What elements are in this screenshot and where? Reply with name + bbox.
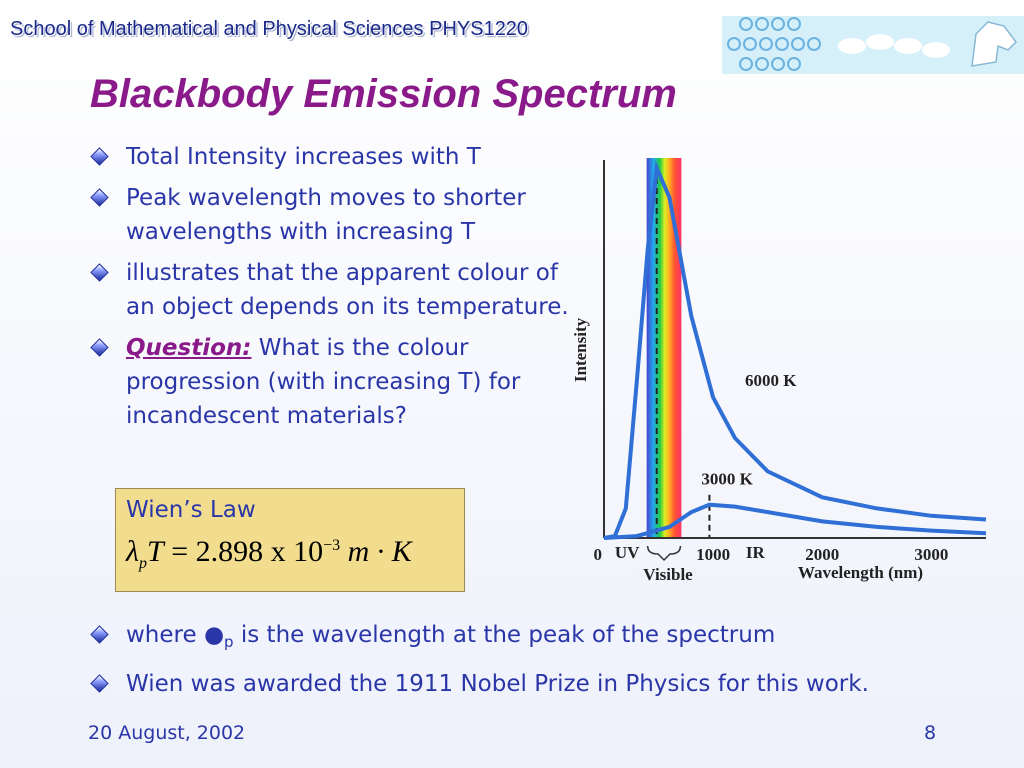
series-label-3000k: 3000 K [701, 470, 753, 489]
series-line-6000k [603, 160, 987, 540]
bullet-text: What is the colour progression (with inc… [126, 335, 521, 429]
wiens-law-box: Wien’s Law λpT = 2.898 x 10−3 m · K [115, 488, 465, 592]
diamond-bullet-icon [91, 264, 108, 281]
bullet-item: Total Intensity increases with T [90, 140, 570, 174]
region-label-uv: UV [615, 543, 640, 562]
diamond-bullet-icon [91, 339, 108, 356]
bullet-item: Peak wavelength moves to shorter wavelen… [90, 181, 570, 249]
wien-constant: = 2.898 x 10 [163, 535, 324, 568]
x-tick-label: 1000 [696, 545, 730, 564]
x-tick-label: 3000 [914, 545, 948, 564]
y-axis-label: Intensity [572, 317, 590, 382]
footer-date: 20 August, 2002 [88, 722, 246, 744]
bullet-text: illustrates that the apparent colour of … [126, 260, 569, 320]
temperature-symbol: T [147, 535, 164, 568]
lambda-symbol: λ [126, 535, 139, 568]
bullet-text: Peak wavelength moves to shorter wavelen… [126, 185, 526, 245]
wiens-law-equation: λpT = 2.898 x 10−3 m · K [126, 535, 412, 573]
region-label-visible: Visible [643, 565, 693, 584]
bullet-subscript: p [224, 633, 234, 651]
university-logo [722, 16, 1024, 74]
blackbody-spectrum-chart: 6000 K 3000 K 0 1000 2000 3000 UV IR Visibl… [572, 158, 987, 584]
bullet-item: Question: What is the colour progression… [90, 331, 570, 433]
bullet-text: Total Intensity increases with T [126, 144, 481, 170]
x-tick-label: 0 [594, 545, 603, 564]
page-number: 8 [924, 722, 937, 744]
question-label: Question: [126, 335, 252, 361]
diamond-bullet-icon [91, 148, 108, 165]
diamond-bullet-icon [91, 626, 108, 643]
wien-exponent: −3 [323, 537, 341, 554]
bullet-item: Wien was awarded the 1911 Nobel Prize in… [90, 667, 990, 701]
series-line-3000k [603, 502, 987, 540]
lambda-subscript: p [139, 555, 147, 572]
bullet-item: illustrates that the apparent colour of … [90, 256, 570, 324]
region-label-ir: IR [746, 543, 766, 562]
diamond-bullet-icon [91, 675, 108, 692]
course-header: School of Mathematical and Physical Scie… [10, 18, 529, 40]
wien-units: m · K [347, 535, 412, 568]
bullet-text: is the wavelength at the peak of the spe… [233, 622, 776, 648]
wiens-law-title: Wien’s Law [126, 497, 256, 523]
bullet-list-bottom: where ●p is the wavelength at the peak o… [90, 618, 990, 709]
x-axis-label: Wavelength (nm) [798, 563, 923, 582]
bullet-item: where ●p is the wavelength at the peak o… [90, 618, 990, 659]
series-label-6000k: 6000 K [745, 371, 797, 390]
x-tick-label: 2000 [805, 545, 839, 564]
bullet-text: where [126, 622, 204, 648]
bullet-symbol: ● [203, 622, 225, 648]
slide-title: Blackbody Emission Spectrum [90, 72, 677, 116]
visible-brace-icon [646, 545, 682, 562]
bullet-list-top: Total Intensity increases with T Peak wa… [90, 140, 570, 440]
diamond-bullet-icon [91, 189, 108, 206]
bullet-text: Wien was awarded the 1911 Nobel Prize in… [126, 671, 869, 697]
